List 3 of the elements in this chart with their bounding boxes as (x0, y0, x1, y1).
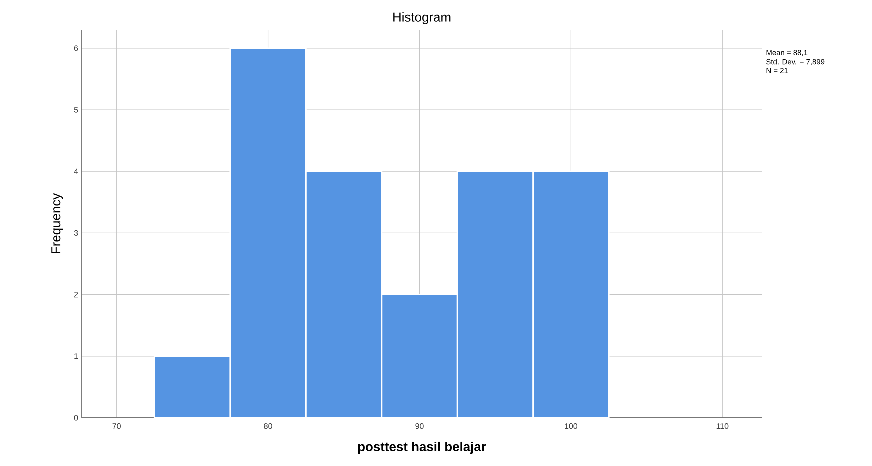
chart-title: Histogram (394, 12, 451, 24)
y-axis-title: Frequency (52, 193, 64, 254)
x-axis-title: posttest hasil belajar (358, 442, 486, 454)
